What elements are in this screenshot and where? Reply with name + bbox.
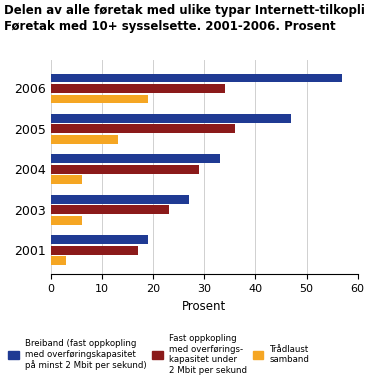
Bar — [51, 135, 118, 144]
Bar — [51, 246, 138, 255]
Legend: Breiband (fast oppkopling
med overføringskapasitet
på minst 2 Mbit per sekund), : Breiband (fast oppkopling med overføring… — [8, 335, 310, 375]
Bar — [51, 155, 220, 163]
Bar — [51, 195, 189, 204]
Bar — [51, 235, 148, 244]
Bar — [51, 256, 66, 265]
Bar — [51, 94, 148, 103]
Bar — [51, 216, 82, 225]
Text: Delen av alle føretak med ulike typar Internett-tilkopling.
Føretak med 10+ syss: Delen av alle føretak med ulike typar In… — [4, 4, 365, 33]
Bar — [51, 124, 235, 133]
Bar — [51, 84, 225, 93]
Bar — [51, 114, 291, 123]
Bar — [51, 165, 199, 174]
Bar — [51, 205, 169, 214]
X-axis label: Prosent: Prosent — [182, 300, 227, 313]
Bar — [51, 176, 82, 184]
Bar — [51, 73, 342, 82]
